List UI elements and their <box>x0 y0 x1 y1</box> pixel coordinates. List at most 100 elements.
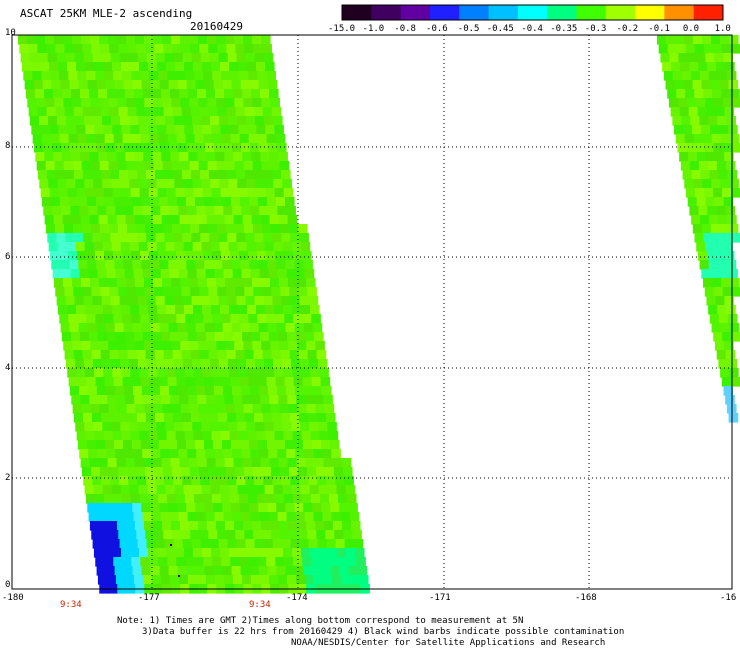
swath-cell <box>291 548 302 558</box>
swath-cell <box>179 152 189 162</box>
swath-cell <box>243 98 253 108</box>
swath-cell <box>731 332 740 342</box>
swath-cell <box>131 377 142 387</box>
swath-cell <box>345 485 356 495</box>
swath-cell <box>187 206 197 216</box>
swath-cell <box>119 233 129 243</box>
swath-cell <box>725 206 735 216</box>
swath-cell <box>269 458 280 468</box>
swath-cell <box>219 485 230 495</box>
swath-cell <box>148 125 158 135</box>
swath-cell <box>77 440 88 450</box>
colorbar-swatch <box>429 5 460 20</box>
swath-cell <box>115 575 126 585</box>
swath-cell <box>324 467 335 477</box>
swath-cell <box>247 188 258 198</box>
swath-cell <box>314 458 325 468</box>
swath-cell <box>68 314 78 324</box>
swath-cell <box>267 386 278 396</box>
swath-cell <box>322 449 332 459</box>
swath-cell <box>218 53 229 63</box>
swath-cell <box>200 53 211 63</box>
swath-cell <box>117 98 127 108</box>
swath-cell <box>728 80 739 90</box>
swath-cell <box>103 368 113 378</box>
swath-cell <box>215 458 226 468</box>
swath-cell <box>252 161 263 171</box>
swath-cell <box>262 413 273 423</box>
swath-cell <box>316 413 327 423</box>
swath-cell <box>189 467 200 477</box>
swath-cell <box>72 404 83 414</box>
swath-cell <box>329 440 340 450</box>
swath-cell <box>158 440 169 450</box>
swath-cell <box>265 125 275 135</box>
swath-cell <box>144 224 155 234</box>
swath-cell <box>315 467 326 477</box>
swath-cell <box>162 98 172 108</box>
swath-cell <box>706 296 717 306</box>
swath-cell <box>249 323 260 333</box>
swath-cell <box>56 116 67 126</box>
swath-cell <box>301 494 312 504</box>
swath-cell <box>707 161 718 171</box>
swath-cell <box>139 251 150 261</box>
swath-cell <box>245 539 256 549</box>
swath-cell <box>92 539 103 549</box>
swath-cell <box>70 269 81 279</box>
swath-cell <box>194 377 205 387</box>
swath-cell <box>206 152 216 162</box>
swath-cell <box>27 35 37 45</box>
swath-cell <box>94 368 104 378</box>
swath-cell <box>329 557 339 567</box>
swath-cell <box>74 359 85 369</box>
swath-cell <box>700 215 710 225</box>
swath-cell <box>201 485 212 495</box>
swath-cell <box>243 341 253 351</box>
swath-cell <box>144 341 154 351</box>
swath-cell <box>201 305 212 315</box>
swath-cell <box>148 494 159 504</box>
swath-cell <box>222 503 232 513</box>
swath-cell <box>88 89 99 99</box>
swath-cell <box>663 71 674 81</box>
swath-cell <box>70 206 80 216</box>
swath-cell <box>151 512 162 522</box>
swath-cell <box>210 485 221 495</box>
swath-cell <box>230 557 240 567</box>
x-tick-label: -177 <box>138 593 160 603</box>
swath-cell <box>269 521 280 531</box>
swath-cell <box>251 278 262 288</box>
swath-cell <box>246 422 256 432</box>
swath-cell <box>294 566 305 576</box>
swath-cell <box>87 80 98 90</box>
swath-cell <box>220 431 231 441</box>
y-tick-label: 6 <box>5 252 11 262</box>
swath-cell <box>297 467 308 477</box>
swath-cell <box>195 323 206 333</box>
swath-cell <box>116 278 127 288</box>
swath-cell <box>155 359 166 369</box>
swath-cell <box>141 386 152 396</box>
swath-cell <box>697 107 708 117</box>
swath-cell <box>349 512 360 522</box>
swath-cell <box>129 242 140 252</box>
swath-cell <box>81 404 92 414</box>
swath-cell <box>250 206 260 216</box>
swath-cell <box>106 89 117 99</box>
swath-cell <box>142 89 153 99</box>
swath-cell <box>725 62 735 72</box>
swath-cell <box>289 530 299 540</box>
swath-cell <box>128 233 138 243</box>
swath-cell <box>168 260 178 270</box>
swath-cell <box>263 476 273 486</box>
swath-cell <box>261 467 272 477</box>
swath-cell <box>90 341 100 351</box>
swath-cell <box>703 188 714 198</box>
swath-cell <box>297 404 308 414</box>
swath-cell <box>677 98 688 108</box>
swath-cell <box>246 62 257 72</box>
swath-cell <box>155 539 166 549</box>
swath-cell <box>37 170 48 180</box>
swath-cell <box>307 350 318 360</box>
